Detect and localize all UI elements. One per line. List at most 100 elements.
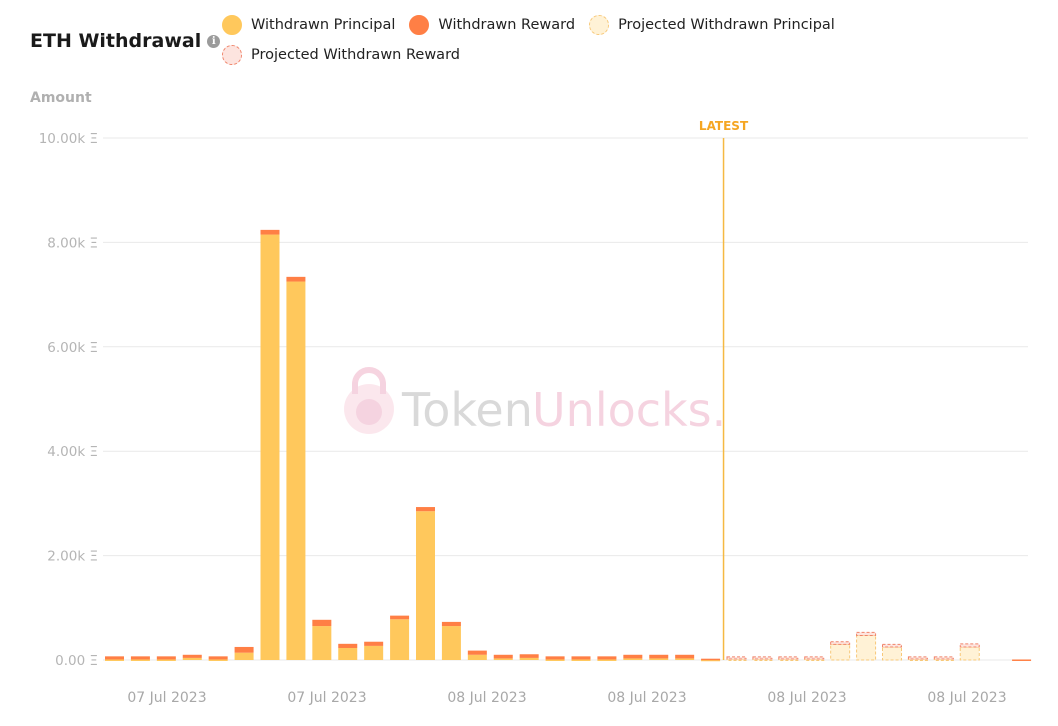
bar-withdrawn-reward[interactable] — [312, 619, 332, 627]
watermark-text-token: Token — [401, 383, 533, 437]
bar-withdrawn-principal[interactable] — [493, 658, 513, 660]
bar-projected-reward[interactable] — [907, 656, 928, 660]
bar-withdrawn-principal[interactable] — [545, 659, 565, 661]
legend-item-withdrawn-principal[interactable]: Withdrawn Principal — [222, 14, 395, 36]
bar-projected-principal[interactable] — [907, 658, 928, 661]
bar-projected-principal[interactable] — [830, 643, 851, 661]
bar-withdrawn-principal[interactable] — [597, 659, 617, 661]
bar-withdrawn-reward[interactable] — [649, 654, 669, 659]
bar-withdrawn-principal[interactable] — [519, 657, 539, 660]
x-tick-label: 08 Jul 2023 — [607, 690, 686, 706]
bar-withdrawn-principal[interactable] — [416, 511, 435, 660]
bar-projected-reward[interactable] — [856, 631, 877, 636]
bar-withdrawn-reward[interactable] — [571, 656, 591, 660]
bar-projected-reward[interactable] — [726, 656, 747, 660]
legend: Withdrawn Principal Withdrawn Reward Pro… — [222, 14, 862, 66]
bar-withdrawn-principal[interactable] — [649, 658, 669, 660]
y-tick-label: 2.00k Ξ — [47, 549, 98, 565]
bar-withdrawn-reward[interactable] — [467, 650, 487, 655]
legend-label: Withdrawn Reward — [438, 17, 576, 33]
legend-item-withdrawn-reward[interactable]: Withdrawn Reward — [409, 14, 575, 36]
bar-withdrawn-reward[interactable] — [675, 654, 695, 659]
y-axis-title: Amount — [30, 90, 92, 106]
bar-withdrawn-reward[interactable] — [260, 229, 280, 235]
bar-projected-reward[interactable] — [752, 656, 773, 660]
x-tick-label: 07 Jul 2023 — [127, 690, 206, 706]
latest-label: LATEST — [699, 119, 749, 133]
bar-withdrawn-principal[interactable] — [234, 652, 254, 660]
bar-withdrawn-principal[interactable] — [441, 626, 461, 660]
bar-withdrawn-principal[interactable] — [312, 626, 332, 660]
bar-withdrawn-reward[interactable] — [182, 654, 202, 658]
bar-withdrawn-reward[interactable] — [701, 658, 721, 661]
bar-withdrawn-principal[interactable] — [130, 659, 150, 661]
bar-withdrawn-reward[interactable] — [105, 656, 124, 660]
bar-withdrawn-principal[interactable] — [156, 659, 176, 661]
bar-projected-reward[interactable] — [830, 641, 851, 645]
legend-item-projected-principal[interactable]: Projected Withdrawn Principal — [589, 14, 835, 36]
bar-projected-principal[interactable] — [882, 646, 902, 661]
bar-withdrawn-principal[interactable] — [208, 659, 228, 661]
bar-projected-reward[interactable] — [882, 643, 902, 648]
y-tick-label: 0.00 Ξ — [55, 653, 98, 669]
bar-projected-principal[interactable] — [856, 634, 877, 661]
bar-withdrawn-reward[interactable] — [441, 621, 461, 627]
bar-withdrawn-reward[interactable] — [208, 656, 228, 660]
y-axis-ticks: 0.00 Ξ 2.00k Ξ 4.00k Ξ 6.00k Ξ 8.00k Ξ 10.00k… — [39, 131, 98, 669]
bar-projected-principal[interactable] — [778, 658, 799, 661]
bar-withdrawn-reward[interactable] — [286, 276, 306, 282]
legend-swatch-principal — [222, 15, 242, 35]
y-tick-label: 10.00k Ξ — [39, 131, 98, 147]
bar-withdrawn-reward[interactable] — [130, 656, 150, 660]
bar-projected-principal[interactable] — [804, 658, 825, 661]
watermark-text-unlocks: Unlocks. — [532, 383, 726, 437]
x-tick-label: 07 Jul 2023 — [287, 690, 366, 706]
watermark: Token Unlocks. — [344, 367, 726, 437]
bar-withdrawn-reward[interactable] — [416, 507, 435, 512]
bar-withdrawn-principal[interactable] — [675, 658, 695, 660]
x-tick-label: 08 Jul 2023 — [447, 690, 526, 706]
bar-withdrawn-reward[interactable] — [545, 656, 565, 660]
legend-item-projected-reward[interactable]: Projected Withdrawn Reward — [222, 44, 460, 66]
bar-withdrawn-reward[interactable] — [623, 654, 643, 659]
bar-projected-principal[interactable] — [726, 658, 747, 661]
bar-projected-principal[interactable] — [933, 658, 954, 661]
bar-withdrawn-reward[interactable] — [338, 643, 358, 648]
bar-projected-reward[interactable] — [933, 656, 954, 660]
bar-withdrawn-principal[interactable] — [286, 281, 306, 660]
bar-withdrawn-principal[interactable] — [364, 645, 384, 660]
legend-swatch-projected-reward — [222, 45, 242, 65]
bar-withdrawn-principal[interactable] — [338, 647, 358, 660]
info-icon[interactable]: i — [207, 34, 221, 48]
bar-withdrawn-reward[interactable] — [493, 654, 513, 659]
legend-swatch-projected-principal — [589, 15, 610, 35]
bar-withdrawn-reward[interactable] — [597, 656, 617, 660]
bar-withdrawn-reward[interactable] — [364, 641, 384, 646]
x-tick-label: 08 Jul 2023 — [927, 690, 1006, 706]
y-tick-label: 6.00k Ξ — [47, 340, 98, 356]
bar-withdrawn-principal[interactable] — [571, 659, 591, 661]
bar-projected-reward[interactable] — [778, 656, 799, 660]
bar-withdrawn-principal[interactable] — [623, 658, 643, 660]
bar-withdrawn-reward[interactable] — [1012, 659, 1032, 661]
bar-withdrawn-reward[interactable] — [519, 654, 539, 658]
bar-withdrawn-reward[interactable] — [156, 656, 176, 660]
bar-withdrawn-principal[interactable] — [467, 654, 487, 660]
bars — [105, 229, 1032, 662]
bar-withdrawn-reward[interactable] — [234, 646, 254, 653]
bar-withdrawn-principal[interactable] — [390, 619, 410, 660]
lock-logo-icon — [344, 367, 394, 434]
chart-title: ETH Withdrawal i — [30, 30, 221, 52]
bar-projected-reward[interactable] — [959, 643, 980, 648]
bar-withdrawn-principal[interactable] — [105, 659, 124, 661]
chart-title-text: ETH Withdrawal — [30, 30, 202, 52]
bar-projected-reward[interactable] — [804, 656, 825, 660]
bar-withdrawn-reward[interactable] — [390, 615, 410, 620]
bar-withdrawn-principal[interactable] — [182, 657, 202, 660]
bar-projected-principal[interactable] — [959, 646, 980, 661]
bar-withdrawn-principal[interactable] — [260, 234, 280, 660]
bar-withdrawn-principal[interactable] — [701, 659, 721, 662]
bar-projected-principal[interactable] — [752, 658, 773, 661]
